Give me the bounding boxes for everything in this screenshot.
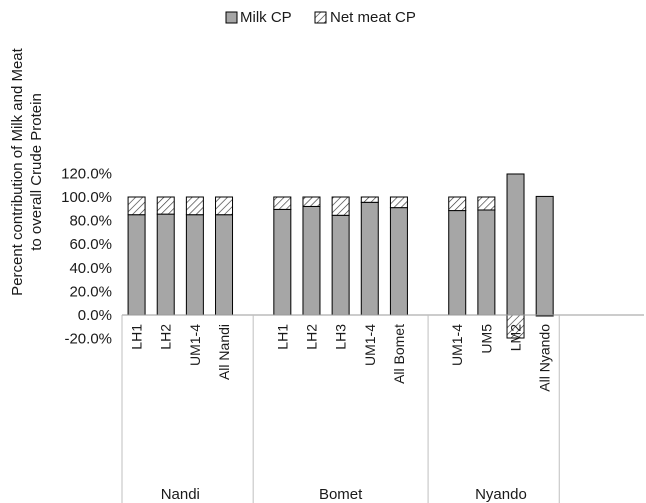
bar-milk-cp-nyando-all-nyando: [535, 195, 554, 316]
bar-milk-cp-bomet-lh1: [273, 208, 292, 316]
bar-milk-cp-bomet-lh3: [331, 214, 350, 316]
category-label-bomet-all-bomet: All Bomet: [391, 324, 407, 384]
category-label-nyando-lm2: LM2: [508, 324, 524, 351]
bar-net-meat-cp-nandi-all-nandi: [215, 196, 234, 216]
y-tick-label: 120.0%: [61, 165, 112, 182]
bar-milk-cp-nandi-um1-4: [185, 214, 204, 316]
legend-label-net-meat-cp: Net meat CP: [330, 9, 416, 26]
category-label-bomet-lh1: LH1: [274, 324, 290, 350]
category-label-nandi-um1-4: UM1-4: [187, 324, 203, 366]
category-label-nandi-all-nandi: All Nandi: [216, 324, 232, 380]
category-label-bomet-lh3: LH3: [333, 324, 349, 350]
bar-milk-cp-bomet-all-bomet: [389, 207, 408, 316]
bar-milk-cp-nandi-lh1: [127, 214, 146, 316]
category-axis: [121, 314, 644, 503]
y-tick-label: 20.0%: [69, 283, 112, 300]
y-axis-label-line-1: Percent contribution of Milk and Meat: [9, 47, 26, 295]
group-label-bomet: Bomet: [319, 486, 363, 503]
y-axis-ticks: -20.0% 0.0% 20.0% 40.0% 60.0% 80.0% 100.0% 120.…: [61, 165, 112, 347]
y-tick-label: -20.0%: [64, 331, 112, 348]
group-labels: Nandi Bomet Nyando: [161, 486, 527, 503]
bar-net-meat-cp-nandi-lh2: [156, 196, 175, 215]
category-label-nyando-all-nyando: All Nyando: [537, 324, 553, 392]
category-label-bomet-lh2: LH2: [303, 324, 319, 350]
y-tick-label: 60.0%: [69, 236, 112, 253]
bar-milk-cp-nyando-um5: [477, 209, 496, 316]
bar-milk-cp-nandi-lh2: [156, 213, 175, 316]
bar-net-meat-cp-nyando-um5: [477, 196, 496, 211]
y-axis-label-line-2: to overall Crude Protein: [28, 93, 45, 251]
bar-net-meat-cp-bomet-all-bomet: [389, 196, 408, 209]
group-label-nyando: Nyando: [475, 486, 527, 503]
bar-milk-cp-nyando-lm2: [506, 173, 525, 316]
category-label-nyando-um1-4: UM1-4: [449, 324, 465, 366]
legend-swatch-milk-cp: [225, 11, 238, 24]
bar-net-meat-cp-bomet-lh3: [331, 196, 350, 216]
bar-net-meat-cp-nyando-um1-4: [448, 196, 467, 212]
legend-label-milk-cp: Milk CP: [240, 9, 292, 26]
bar-milk-cp-bomet-um1-4: [360, 201, 379, 316]
bar-net-meat-cp-nandi-um1-4: [185, 196, 204, 216]
bar-milk-cp-bomet-lh2: [302, 205, 321, 316]
legend: Milk CP Net meat CP: [225, 9, 416, 26]
bar-milk-cp-nandi-all-nandi: [215, 214, 234, 316]
category-label-nandi-lh2: LH2: [158, 324, 174, 350]
bar-net-meat-cp-bomet-lh2: [302, 196, 321, 207]
bar-milk-cp-nyando-um1-4: [448, 210, 467, 316]
y-tick-label: 80.0%: [69, 213, 112, 230]
y-tick-label: 40.0%: [69, 260, 112, 277]
legend-swatch-net-meat-cp: [314, 11, 327, 24]
bars: [127, 173, 554, 339]
y-tick-label: 0.0%: [78, 307, 112, 324]
category-labels: LH1 LH2 UM1-4 All Nandi LH1 LH2 LH3 UM1-4 All Bo…: [129, 324, 553, 392]
category-label-nyando-um5: UM5: [478, 324, 494, 354]
y-tick-label: 100.0%: [61, 189, 112, 206]
bar-net-meat-cp-bomet-lh1: [273, 196, 292, 210]
category-label-bomet-um1-4: UM1-4: [362, 324, 378, 366]
bar-net-meat-cp-bomet-um1-4: [360, 196, 379, 203]
y-axis-label: Percent contribution of Milk and Meat to…: [9, 47, 45, 295]
bar-net-meat-cp-nandi-lh1: [127, 196, 146, 216]
group-label-nandi: Nandi: [161, 486, 200, 503]
category-label-nandi-lh1: LH1: [129, 324, 145, 350]
